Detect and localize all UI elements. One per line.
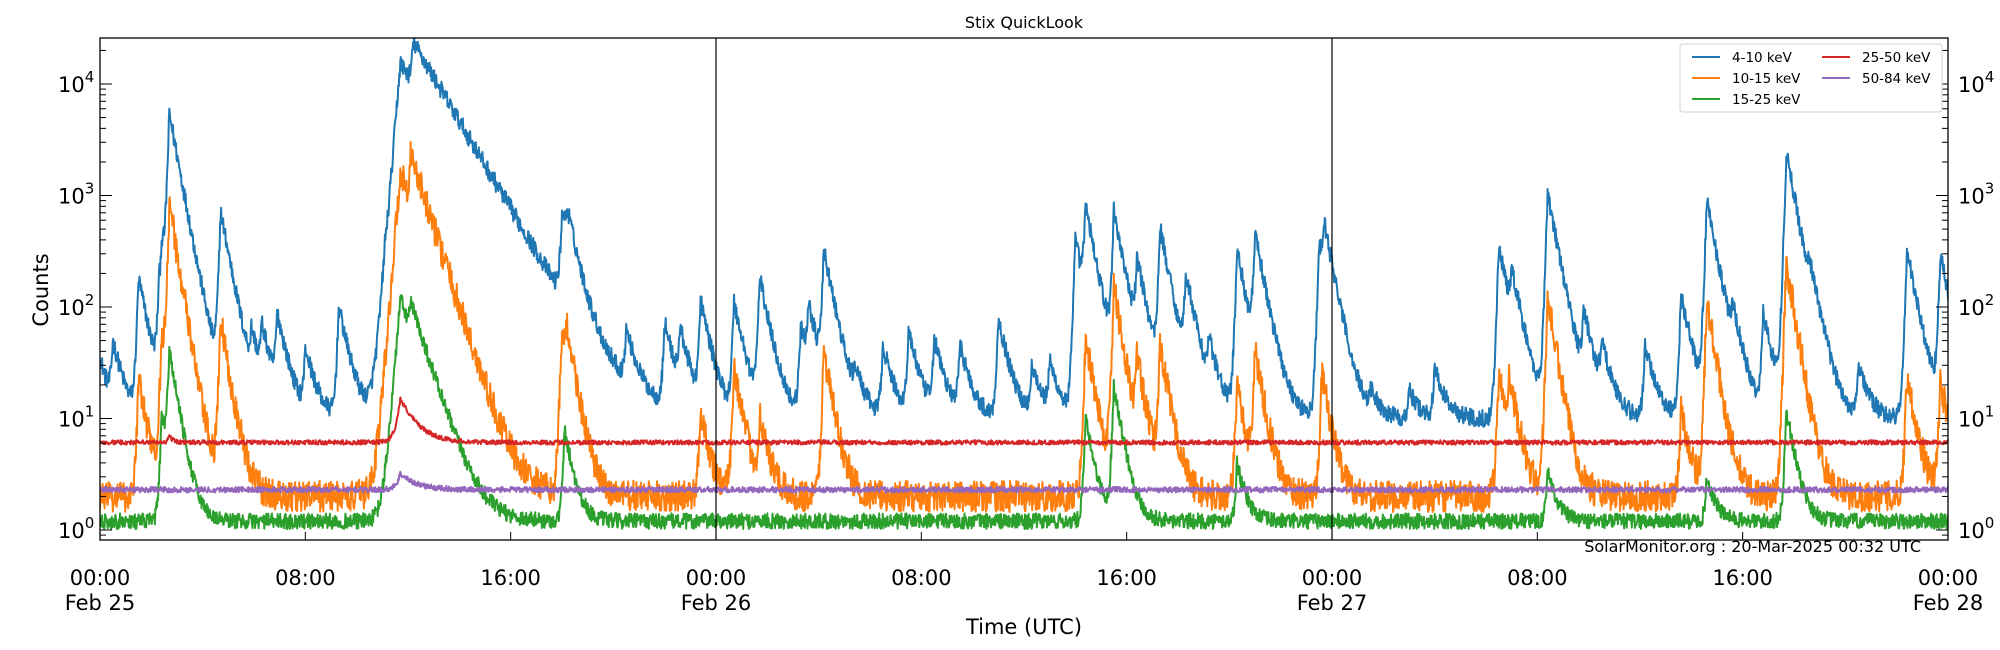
y-tick-label: 103: [58, 180, 94, 209]
chart-title: Stix QuickLook: [965, 13, 1084, 32]
legend-label: 10-15 keV: [1732, 71, 1801, 87]
x-tick-time: 00:00: [1918, 566, 1979, 590]
x-tick-date: Feb 27: [1297, 591, 1368, 615]
x-tick-time: 16:00: [480, 566, 541, 590]
y-tick-label: 101: [1958, 403, 1994, 432]
y-axis-left: 100 101 102 103 104: [58, 49, 112, 543]
x-tick-time: 00:00: [70, 566, 131, 590]
x-tick-date: Feb 26: [681, 591, 752, 615]
y-tick-label: 104: [58, 68, 94, 97]
y-axis-label: Counts: [29, 253, 53, 326]
series-line-4-10-kev: [100, 38, 1948, 428]
x-tick-time: 08:00: [1507, 566, 1568, 590]
day-dividers: [715, 38, 1333, 540]
y-tick-label: 103: [1958, 180, 1994, 209]
x-tick-time: 16:00: [1096, 566, 1157, 590]
x-tick-date: Feb 25: [65, 591, 136, 615]
plot-frame: [99, 37, 1949, 541]
series-line-10-15-kev: [100, 141, 1948, 513]
legend-label: 25-50 keV: [1862, 50, 1931, 66]
series-line-25-50-kev: [100, 396, 1948, 446]
legend: 4-10 keV 10-15 keV 15-25 keV 25-50 keV 50-84…: [1679, 43, 1943, 113]
y-tick-label: 100: [58, 514, 94, 543]
y-axis-right: 100 101 102 103 104: [1936, 49, 1994, 543]
x-tick-time: 08:00: [275, 566, 336, 590]
legend-label: 50-84 keV: [1862, 71, 1931, 87]
y-tick-label: 101: [58, 403, 94, 432]
x-axis-label: Time (UTC): [965, 615, 1082, 639]
source-annotation: SolarMonitor.org : 20-Mar-2025 00:32 UTC: [1584, 537, 1921, 556]
y-tick-label: 100: [1958, 514, 1994, 543]
series-line-50-84-kev: [100, 470, 1948, 494]
x-tick-date: Feb 28: [1913, 591, 1984, 615]
legend-label: 4-10 keV: [1732, 50, 1793, 66]
y-tick-label: 102: [58, 291, 94, 320]
series-line-15-25-kev: [100, 294, 1948, 530]
x-tick-time: 00:00: [1302, 566, 1363, 590]
x-tick-time: 16:00: [1712, 566, 1773, 590]
x-tick-time: 00:00: [686, 566, 747, 590]
legend-box: [1679, 43, 1943, 113]
y-tick-label: 104: [1958, 68, 1994, 97]
series-lines: [100, 38, 1948, 530]
y-tick-label: 102: [1958, 291, 1994, 320]
x-tick-time: 08:00: [891, 566, 952, 590]
legend-label: 15-25 keV: [1732, 92, 1801, 108]
